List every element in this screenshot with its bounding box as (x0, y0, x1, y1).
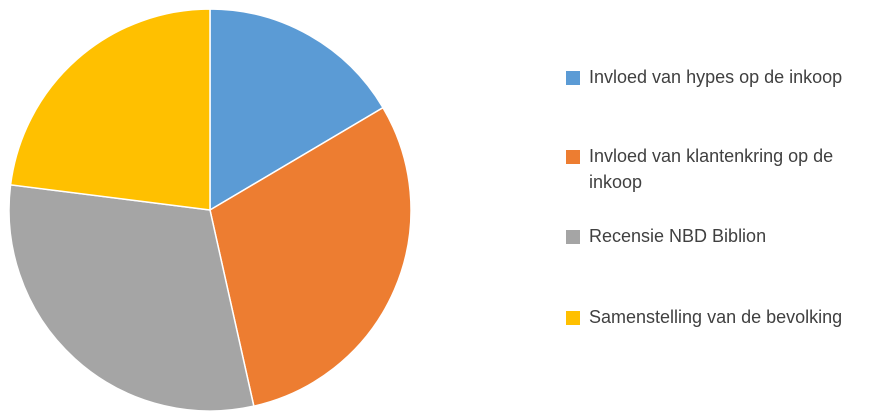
legend-entry-bevolking: Samenstelling van de bevolking (566, 304, 886, 330)
legend-label-klantenkring: Invloed van klantenkring op de inkoop (589, 146, 834, 192)
pie-slice-bevolking (9, 8, 211, 211)
legend-swatch-bevolking (566, 311, 580, 325)
legend-swatch-hypes (566, 71, 580, 85)
legend-label-hypes: Invloed van hypes op de inkoop (589, 67, 843, 87)
pie-slice-klantenkring (209, 106, 412, 408)
legend-entry-hypes: Invloed van hypes op de inkoop (566, 64, 886, 90)
legend-label-bevolking: Samenstelling van de bevolking (589, 307, 843, 327)
legend-entry-klantenkring: Invloed van klantenkring op de inkoop (566, 143, 886, 195)
pie-plot-area (8, 8, 412, 411)
legend-label-recensie: Recensie NBD Biblion (589, 226, 767, 246)
legend-entry-recensie: Recensie NBD Biblion (566, 223, 886, 249)
legend-swatch-klantenkring (566, 150, 580, 164)
legend-swatch-recensie (566, 230, 580, 244)
pie-slice-hypes (209, 8, 385, 212)
